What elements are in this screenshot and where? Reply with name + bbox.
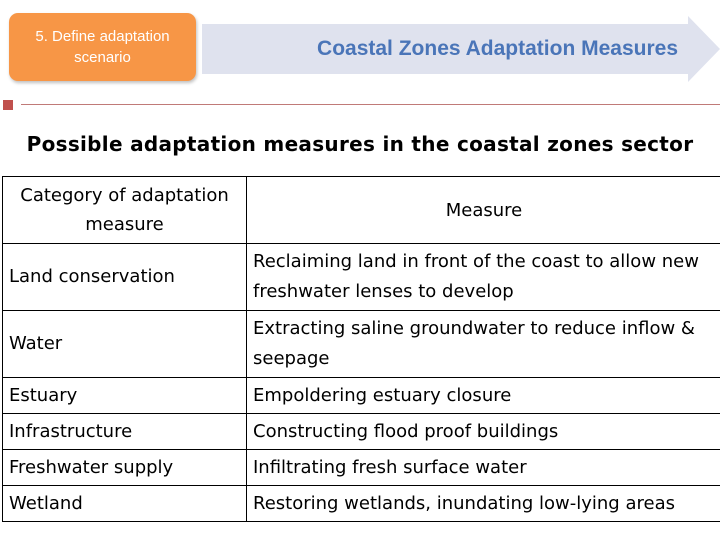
category-cell: Infrastructure	[2, 413, 247, 450]
step-box: 5. Define adaptation scenario	[9, 13, 196, 81]
slide-title: Possible adaptation measures in the coas…	[26, 132, 694, 156]
category-cell: Estuary	[2, 377, 247, 414]
accent-divider	[21, 104, 720, 105]
header-measure: Measure	[246, 176, 720, 244]
measures-table: Category of adaptation measure Measure L…	[2, 176, 720, 522]
table-header-row: Category of adaptation measure Measure	[2, 176, 720, 244]
measure-cell: Restoring wetlands, inundating low-lying…	[246, 485, 720, 522]
table-row: Estuary Empoldering estuary closure	[2, 377, 720, 414]
banner-title: Coastal Zones Adaptation Measures	[317, 37, 678, 60]
category-cell: Land conservation	[2, 243, 247, 311]
category-cell: Wetland	[2, 485, 247, 522]
measure-cell: Empoldering estuary closure	[246, 377, 720, 414]
table-row: Infrastructure Constructing flood proof …	[2, 413, 720, 450]
measure-cell: Constructing flood proof buildings	[246, 413, 720, 450]
measure-cell: Reclaiming land in front of the coast to…	[246, 243, 720, 311]
accent-square	[3, 100, 13, 110]
category-cell: Freshwater supply	[2, 449, 247, 486]
header-category: Category of adaptation measure	[2, 176, 247, 244]
category-cell: Water	[2, 310, 247, 378]
measure-cell: Extracting saline groundwater to reduce …	[246, 310, 720, 378]
table-row: Land conservation Reclaiming land in fro…	[2, 243, 720, 311]
table-row: Wetland Restoring wetlands, inundating l…	[2, 485, 720, 522]
measure-cell: Infiltrating fresh surface water	[246, 449, 720, 486]
banner-arrow	[202, 16, 720, 82]
table-row: Water Extracting saline groundwater to r…	[2, 310, 720, 378]
step-label: 5. Define adaptation scenario	[35, 28, 170, 66]
table-row: Freshwater supply Infiltrating fresh sur…	[2, 449, 720, 486]
